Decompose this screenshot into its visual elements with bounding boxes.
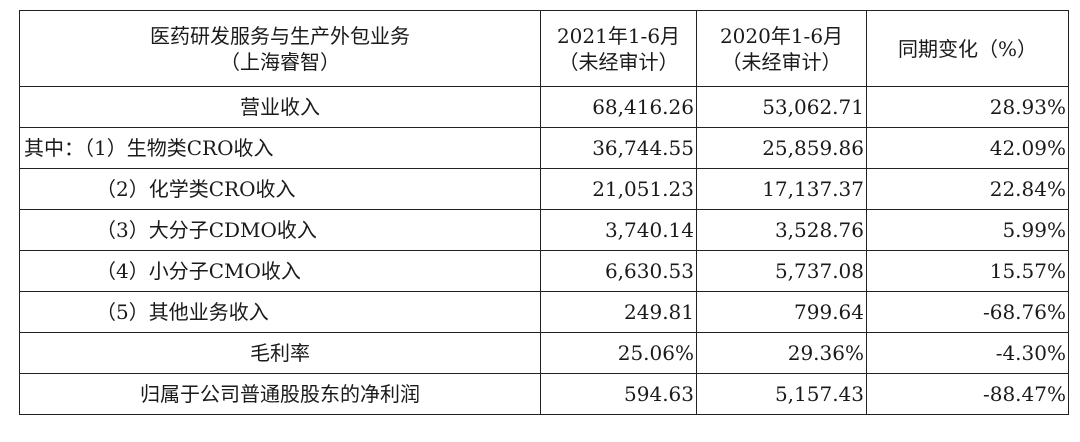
cell-2020: 5,157.43 [696,373,867,415]
cell-2021: 21,051.23 [540,168,697,210]
table-row: （5）其他业务收入 249.81 799.64 -68.76% [19,291,1069,333]
cell-change: 5.99% [866,209,1069,251]
cell-2021: 36,744.55 [540,127,697,169]
table-row: （4）小分子CMO收入 6,630.53 5,737.08 15.57% [19,250,1069,292]
cell-2021: 6,630.53 [540,250,697,292]
row-label: 毛利率 [19,332,541,374]
cell-2020: 5,737.08 [696,250,867,292]
cell-change: 15.57% [866,250,1069,292]
header-change: 同期变化（%） [866,10,1069,87]
cell-change: 42.09% [866,127,1069,169]
cell-2021: 25.06% [540,332,697,374]
cell-2021: 249.81 [540,291,697,333]
header-2021-period: 2021年1-6月 [556,23,681,48]
cell-change: -88.47% [866,373,1069,415]
cell-2021: 3,740.14 [540,209,697,251]
header-2020-note: （未经审计） [721,49,842,74]
header-2020: 2020年1-6月 （未经审计） [696,10,867,87]
table-row: 其中：（1）生物类CRO收入 36,744.55 25,859.86 42.09% [19,127,1069,169]
row-label: （4）小分子CMO收入 [19,250,541,292]
row-label: （5）其他业务收入 [19,291,541,333]
row-label: （2）化学类CRO收入 [19,168,541,210]
table-row: （3）大分子CDMO收入 3,740.14 3,528.76 5.99% [19,209,1069,251]
cell-2020: 17,137.37 [696,168,867,210]
cell-2020: 25,859.86 [696,127,867,169]
header-business-title: 医药研发服务与生产外包业务 [150,23,410,48]
header-2021: 2021年1-6月 （未经审计） [540,10,697,87]
row-label: 其中：（1）生物类CRO收入 [19,127,541,169]
cell-2021: 594.63 [540,373,697,415]
financial-table: 医药研发服务与生产外包业务 （上海睿智） 2021年1-6月 （未经审计） 20… [19,10,1069,415]
cell-2020: 3,528.76 [696,209,867,251]
header-2021-note: （未经审计） [558,49,679,74]
cell-change: -68.76% [866,291,1069,333]
cell-change: 28.93% [866,86,1069,128]
cell-2020: 799.64 [696,291,867,333]
row-label: 归属于公司普通股股东的净利润 [19,373,541,415]
cell-change: 22.84% [866,168,1069,210]
table-row: （2）化学类CRO收入 21,051.23 17,137.37 22.84% [19,168,1069,210]
row-label: （3）大分子CDMO收入 [19,209,541,251]
table-row: 归属于公司普通股股东的净利润 594.63 5,157.43 -88.47% [19,373,1069,415]
table-header-row: 医药研发服务与生产外包业务 （上海睿智） 2021年1-6月 （未经审计） 20… [19,10,1069,87]
cell-2020: 53,062.71 [696,86,867,128]
cell-2021: 68,416.26 [540,86,697,128]
table-row: 营业收入 68,416.26 53,062.71 28.93% [19,86,1069,128]
table-row: 毛利率 25.06% 29.36% -4.30% [19,332,1069,374]
header-business-subtitle: （上海睿智） [220,49,340,74]
cell-change: -4.30% [866,332,1069,374]
header-2020-period: 2020年1-6月 [719,23,844,48]
header-business: 医药研发服务与生产外包业务 （上海睿智） [19,10,541,87]
row-label: 营业收入 [19,86,541,128]
cell-2020: 29.36% [696,332,867,374]
